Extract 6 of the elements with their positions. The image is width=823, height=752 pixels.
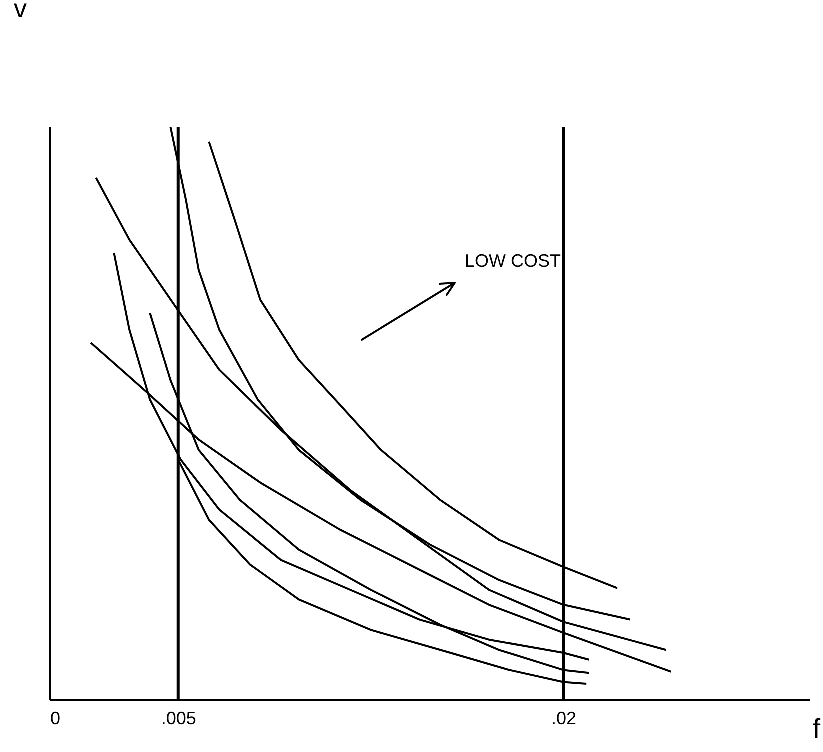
annotation: LOW COST	[465, 251, 562, 271]
x-tick-label: .02	[552, 708, 577, 728]
y-axis-title: v	[14, 0, 27, 24]
x-tick-label: .005	[161, 708, 196, 728]
x-tick-label: 0	[50, 708, 61, 728]
x-axis-title: f	[812, 714, 821, 744]
